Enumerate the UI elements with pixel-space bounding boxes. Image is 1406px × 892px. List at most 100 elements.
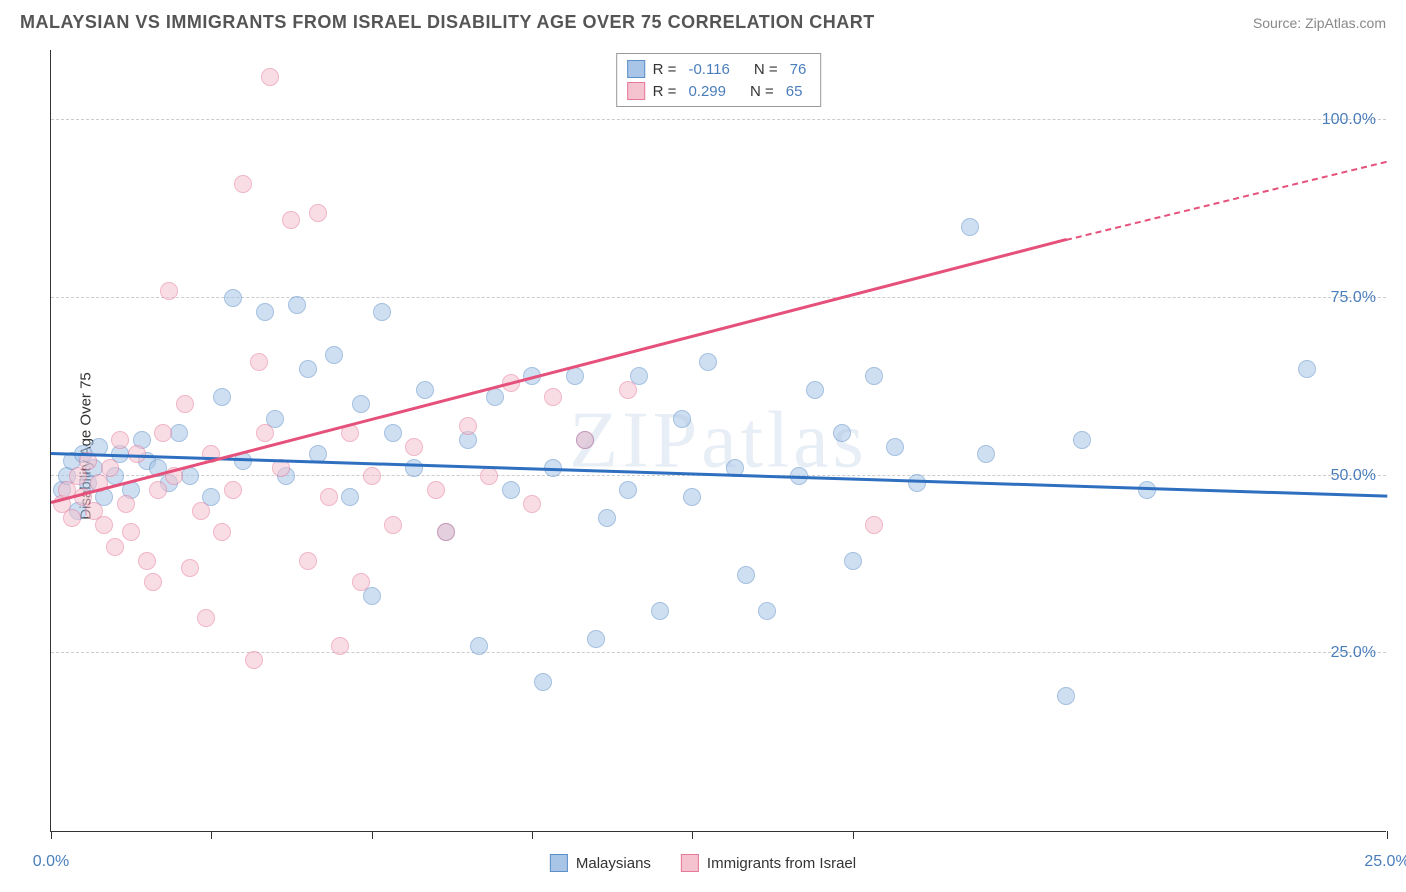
x-tick — [853, 831, 854, 839]
scatter-point — [480, 467, 498, 485]
stat-n-value: 65 — [786, 83, 803, 100]
scatter-point — [160, 282, 178, 300]
scatter-point — [699, 353, 717, 371]
scatter-point — [619, 481, 637, 499]
scatter-point — [363, 467, 381, 485]
scatter-point — [1138, 481, 1156, 499]
scatter-point — [416, 381, 434, 399]
scatter-point — [197, 609, 215, 627]
stat-r-value: -0.116 — [688, 61, 729, 78]
scatter-point — [737, 566, 755, 584]
stats-legend-row: R = 0.299 N = 65 — [627, 80, 811, 102]
scatter-point — [101, 459, 119, 477]
scatter-point — [95, 516, 113, 534]
scatter-point — [282, 211, 300, 229]
stat-r-value: 0.299 — [688, 83, 726, 100]
y-tick-label: 50.0% — [1331, 467, 1376, 485]
scatter-point — [106, 538, 124, 556]
scatter-point — [363, 587, 381, 605]
scatter-point — [1298, 360, 1316, 378]
legend-swatch — [550, 854, 568, 872]
correlation-stats-legend: R = -0.116 N = 76 R = 0.299 N = 65 — [616, 53, 822, 107]
x-tick-label: 0.0% — [33, 853, 69, 871]
scatter-point — [213, 523, 231, 541]
series-legend-label: Malaysians — [576, 855, 651, 872]
scatter-point — [341, 488, 359, 506]
series-legend-label: Immigrants from Israel — [707, 855, 856, 872]
chart-title: MALAYSIAN VS IMMIGRANTS FROM ISRAEL DISA… — [20, 12, 875, 33]
legend-swatch — [627, 60, 645, 78]
scatter-point — [534, 673, 552, 691]
y-tick-label: 100.0% — [1322, 111, 1376, 129]
x-tick — [211, 831, 212, 839]
scatter-point — [833, 424, 851, 442]
scatter-point — [138, 552, 156, 570]
stat-n-label: N = — [750, 83, 774, 100]
series-legend-item: Immigrants from Israel — [681, 854, 856, 872]
scatter-point — [459, 417, 477, 435]
scatter-point — [470, 637, 488, 655]
trend-line-extrapolated — [1066, 161, 1387, 241]
series-legend-item: Malaysians — [550, 854, 651, 872]
scatter-point — [977, 445, 995, 463]
stat-r-label: R = — [653, 83, 677, 100]
scatter-point — [299, 360, 317, 378]
gridline — [51, 119, 1386, 120]
scatter-point — [673, 410, 691, 428]
scatter-point — [181, 467, 199, 485]
scatter-point — [844, 552, 862, 570]
scatter-point — [865, 516, 883, 534]
scatter-point — [170, 424, 188, 442]
scatter-point — [111, 431, 129, 449]
scatter-point — [405, 459, 423, 477]
scatter-point — [320, 488, 338, 506]
scatter-point — [576, 431, 594, 449]
scatter-point — [384, 516, 402, 534]
scatter-point — [544, 388, 562, 406]
scatter-point — [181, 559, 199, 577]
x-tick — [692, 831, 693, 839]
scatter-point — [598, 509, 616, 527]
scatter-plot-area: ZIPatlas R =-0.116N =76R =0.299N =65 25.… — [50, 50, 1386, 832]
scatter-point — [245, 651, 263, 669]
scatter-point — [619, 381, 637, 399]
scatter-point — [373, 303, 391, 321]
scatter-point — [288, 296, 306, 314]
scatter-point — [299, 552, 317, 570]
scatter-point — [144, 573, 162, 591]
stat-r-label: R = — [653, 61, 677, 78]
scatter-point — [224, 289, 242, 307]
series-legend: Malaysians Immigrants from Israel — [550, 854, 856, 872]
stat-n-label: N = — [754, 61, 778, 78]
x-tick — [372, 831, 373, 839]
gridline — [51, 297, 1386, 298]
x-tick — [1387, 831, 1388, 839]
chart-source: Source: ZipAtlas.com — [1253, 15, 1386, 31]
scatter-point — [502, 481, 520, 499]
scatter-point — [1057, 687, 1075, 705]
scatter-point — [566, 367, 584, 385]
x-tick-label: 25.0% — [1364, 853, 1406, 871]
scatter-point — [405, 438, 423, 456]
scatter-point — [961, 218, 979, 236]
scatter-point — [309, 204, 327, 222]
stat-n-value: 76 — [790, 61, 807, 78]
scatter-point — [352, 395, 370, 413]
scatter-point — [256, 303, 274, 321]
scatter-point — [122, 523, 140, 541]
scatter-point — [384, 424, 402, 442]
scatter-point — [486, 388, 504, 406]
x-tick — [532, 831, 533, 839]
scatter-point — [256, 424, 274, 442]
scatter-point — [908, 474, 926, 492]
scatter-point — [149, 481, 167, 499]
scatter-point — [587, 630, 605, 648]
scatter-point — [234, 175, 252, 193]
scatter-point — [427, 481, 445, 499]
scatter-point — [865, 367, 883, 385]
scatter-point — [437, 523, 455, 541]
scatter-point — [352, 573, 370, 591]
legend-swatch — [681, 854, 699, 872]
y-tick-label: 75.0% — [1331, 289, 1376, 307]
scatter-point — [886, 438, 904, 456]
